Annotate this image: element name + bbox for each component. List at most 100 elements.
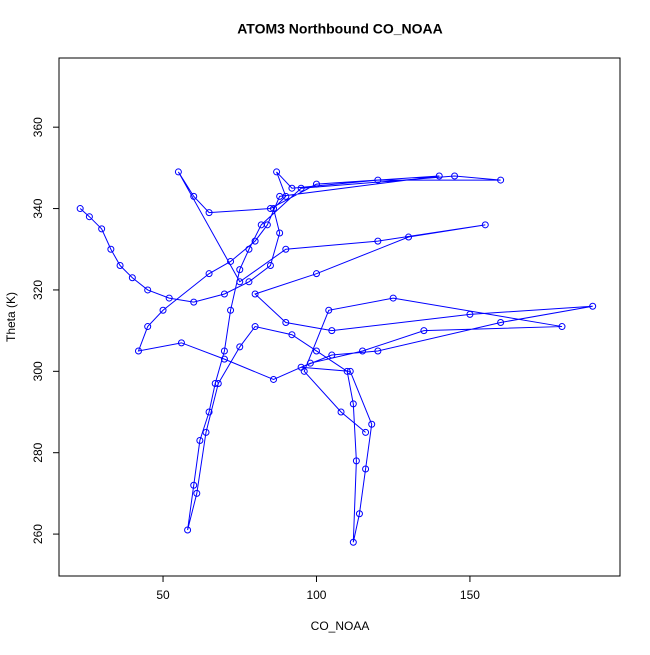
y-tick-label: 340 <box>31 198 45 218</box>
data-point <box>481 221 489 229</box>
data-point <box>282 245 290 253</box>
data-point <box>76 205 84 213</box>
data-point <box>196 436 204 444</box>
data-point <box>205 408 213 416</box>
chart-title: ATOM3 Northbound CO_NOAA <box>237 21 443 37</box>
data-point <box>144 323 152 331</box>
data-point <box>251 323 259 331</box>
data-point <box>359 347 367 355</box>
data-point <box>312 270 320 278</box>
y-tick-label: 360 <box>31 117 45 137</box>
data-point <box>451 172 459 180</box>
data-point <box>349 538 357 546</box>
data-point <box>276 229 284 237</box>
data-point <box>337 408 345 416</box>
data-point <box>273 168 281 176</box>
data-point <box>251 237 259 245</box>
y-tick-label: 300 <box>31 361 45 381</box>
data-point <box>328 327 336 335</box>
data-point <box>589 302 597 310</box>
data-point <box>227 306 235 314</box>
data-point <box>214 380 222 388</box>
x-tick-label: 100 <box>306 588 326 602</box>
data-point <box>435 172 443 180</box>
data-point <box>312 347 320 355</box>
data-point <box>134 347 142 355</box>
data-point <box>227 257 235 265</box>
data-point <box>202 428 210 436</box>
data-point <box>276 192 284 200</box>
x-axis-title: CO_NOAA <box>311 619 370 633</box>
x-tick-label: 50 <box>156 588 170 602</box>
data-point <box>297 184 305 192</box>
data-point <box>405 233 413 241</box>
data-point <box>368 420 376 428</box>
data-point <box>362 428 370 436</box>
data-point <box>144 286 152 294</box>
data-point <box>288 184 296 192</box>
data-point <box>245 278 253 286</box>
data-point <box>282 318 290 326</box>
data-point <box>300 367 308 375</box>
data-point <box>190 192 198 200</box>
data-point <box>220 290 228 298</box>
data-point <box>251 290 259 298</box>
data-point <box>420 327 428 335</box>
data-point <box>184 526 192 534</box>
data-point <box>177 339 185 347</box>
data-point <box>193 489 201 497</box>
data-point <box>236 266 244 274</box>
data-point <box>352 457 360 465</box>
data-point <box>190 481 198 489</box>
y-axis-title: Theta (K) <box>4 292 18 342</box>
x-tick-label: 150 <box>460 588 480 602</box>
data-point <box>362 465 370 473</box>
data-point <box>374 347 382 355</box>
data-point <box>116 262 124 270</box>
data-point <box>128 274 136 282</box>
data-point <box>374 237 382 245</box>
data-point <box>288 331 296 339</box>
y-tick-label: 280 <box>31 442 45 462</box>
data-point <box>220 355 228 363</box>
data-point <box>245 245 253 253</box>
data-point <box>263 221 271 229</box>
data-point <box>306 359 314 367</box>
plot-frame <box>58 57 621 577</box>
data-point <box>312 180 320 188</box>
data-point <box>270 205 278 213</box>
data-line <box>79 171 593 543</box>
data-point <box>85 213 93 221</box>
data-point <box>236 343 244 351</box>
data-point <box>220 347 228 355</box>
data-point <box>389 294 397 302</box>
data-point <box>328 351 336 359</box>
data-point <box>165 294 173 302</box>
y-tick-label: 320 <box>31 280 45 300</box>
data-point <box>349 400 357 408</box>
data-point <box>159 306 167 314</box>
data-point <box>266 205 274 213</box>
data-point <box>466 310 474 318</box>
data-point <box>98 225 106 233</box>
data-point <box>497 176 505 184</box>
data-point <box>236 278 244 286</box>
data-point <box>190 298 198 306</box>
data-point <box>497 318 505 326</box>
data-point <box>346 367 354 375</box>
y-tick-label: 260 <box>31 524 45 544</box>
data-point <box>205 209 213 217</box>
data-point <box>374 176 382 184</box>
data-point <box>558 323 566 331</box>
data-point <box>107 245 115 253</box>
data-point <box>355 510 363 518</box>
data-point <box>205 270 213 278</box>
data-point <box>174 168 182 176</box>
data-point <box>211 380 219 388</box>
data-point <box>266 262 274 270</box>
data-point <box>270 375 278 383</box>
data-point <box>325 306 333 314</box>
data-point <box>343 367 351 375</box>
